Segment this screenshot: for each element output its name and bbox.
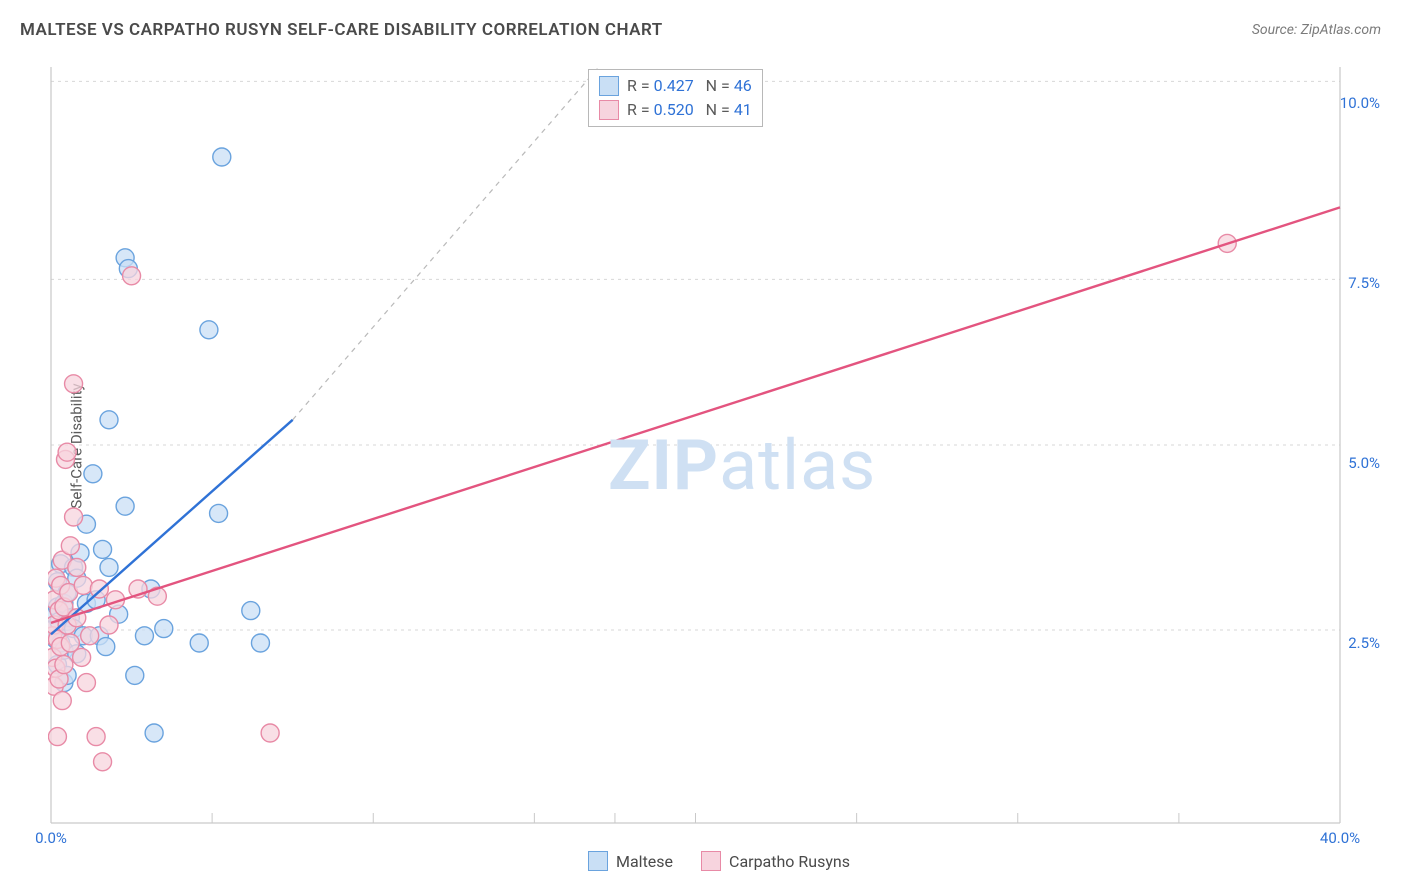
legend-stat-text: R = 0.520 N = 41 bbox=[627, 98, 752, 122]
page-title: MALTESE VS CARPATHO RUSYN SELF-CARE DISA… bbox=[20, 20, 663, 40]
chart-area: 2.5%5.0%7.5%10.0% 0.0%40.0% ZIPatlas R =… bbox=[48, 55, 1388, 845]
x-tick-label: 40.0% bbox=[1320, 829, 1360, 847]
legend-stats: R = 0.427 N = 46R = 0.520 N = 41 bbox=[588, 69, 763, 127]
legend-label: Maltese bbox=[616, 852, 673, 871]
legend-item: Maltese bbox=[588, 851, 673, 871]
legend-swatch bbox=[599, 76, 619, 96]
legend-stat-text: R = 0.427 N = 46 bbox=[627, 74, 752, 98]
y-tick-label: 10.0% bbox=[1340, 94, 1380, 112]
y-tick-label: 2.5% bbox=[1348, 634, 1380, 652]
legend-label: Carpatho Rusyns bbox=[729, 852, 850, 871]
source-label: Source: ZipAtlas.com bbox=[1252, 22, 1381, 38]
legend-stat-row: R = 0.427 N = 46 bbox=[599, 74, 752, 98]
y-tick-label: 5.0% bbox=[1348, 454, 1380, 472]
legend-series: Maltese Carpatho Rusyns bbox=[588, 851, 850, 871]
legend-swatch bbox=[701, 851, 721, 871]
legend-stat-row: R = 0.520 N = 41 bbox=[599, 98, 752, 122]
legend-swatch bbox=[599, 100, 619, 120]
y-tick-label: 7.5% bbox=[1348, 274, 1380, 292]
scatter-plot bbox=[48, 55, 1388, 845]
x-tick-label: 0.0% bbox=[35, 829, 67, 847]
legend-swatch bbox=[588, 851, 608, 871]
legend-item: Carpatho Rusyns bbox=[701, 851, 850, 871]
